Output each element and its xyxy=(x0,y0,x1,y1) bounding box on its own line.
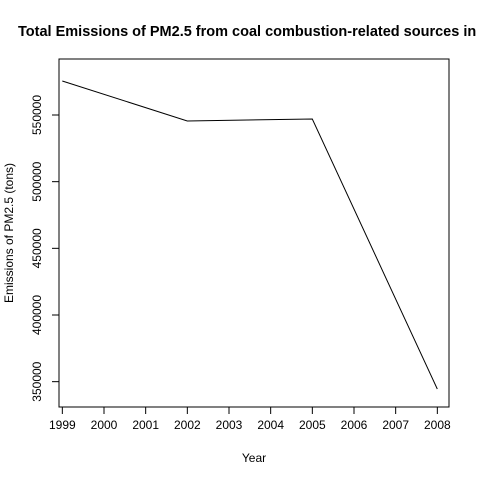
y-tick-label: 350000 xyxy=(30,361,44,401)
x-tick-label: 1999 xyxy=(49,418,76,432)
y-axis: 350000 400000 450000 500000 550000 xyxy=(30,95,59,402)
y-tick-label: 450000 xyxy=(30,228,44,268)
x-tick-label: 2007 xyxy=(382,418,409,432)
y-axis-label: Emissions of PM2.5 (tons) xyxy=(2,163,16,303)
x-tick-label: 2000 xyxy=(91,418,118,432)
plot-area-border xyxy=(58,58,450,408)
x-axis: 1999 2000 2001 2002 2003 2004 2005 2006 2007 2008 xyxy=(49,407,451,432)
x-tick-label: 2006 xyxy=(341,418,368,432)
x-tick-label: 2005 xyxy=(299,418,326,432)
x-tick-label: 2004 xyxy=(257,418,284,432)
x-tick-label: 2003 xyxy=(216,418,243,432)
y-tick-label: 550000 xyxy=(30,95,44,135)
series-layer xyxy=(62,80,438,390)
chart-title: Total Emissions of PM2.5 from coal combu… xyxy=(18,24,480,40)
x-tick-label: 2008 xyxy=(424,418,451,432)
x-tick-label: 2001 xyxy=(132,418,159,432)
x-axis-label: Year xyxy=(242,451,266,465)
emissions-series-line xyxy=(62,80,438,390)
x-tick-label: 2002 xyxy=(174,418,201,432)
y-tick-label: 400000 xyxy=(30,295,44,335)
y-tick-label: 500000 xyxy=(30,161,44,201)
